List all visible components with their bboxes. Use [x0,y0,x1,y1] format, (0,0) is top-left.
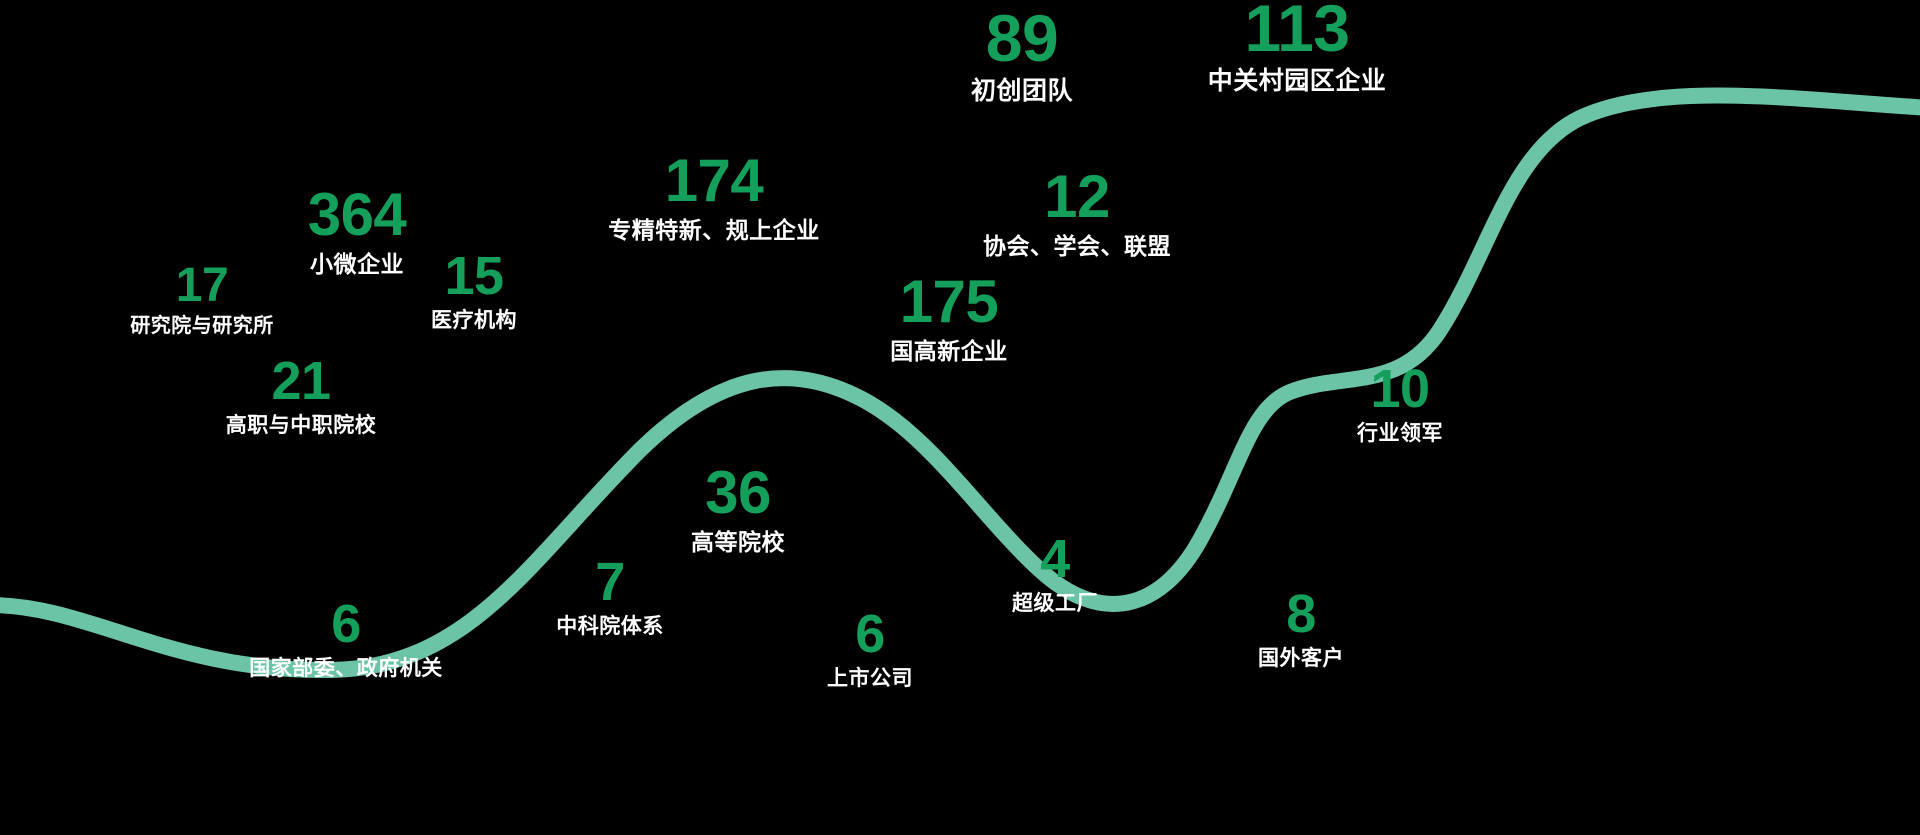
stat-label: 国家部委、政府机关 [249,656,443,680]
stat-callout: 89 初创团队 [970,1,1074,105]
stat-callout: 4 超级工厂 [1012,529,1098,616]
stat-callout: 12 协会、学会、联盟 [983,163,1171,259]
stat-value: 15 [444,246,504,306]
stat-label: 协会、学会、联盟 [983,232,1171,259]
stat-callout: 21 高职与中职院校 [225,351,377,438]
stat-callout: 7 中科院体系 [556,552,664,639]
stat-value: 175 [899,268,999,335]
stat-label: 中科院体系 [556,614,664,638]
stat-callout: 10 行业领军 [1357,359,1443,446]
stat-callout: 113 中关村园区企业 [1208,0,1387,95]
stat-label: 行业领军 [1357,421,1443,445]
stat-callout: 8 国外客户 [1258,584,1344,671]
stat-value: 6 [331,594,361,654]
stat-value: 12 [1044,163,1110,230]
stat-label: 初创团队 [970,76,1074,105]
stat-label: 超级工厂 [1012,591,1098,615]
stat-label: 国外客户 [1258,646,1344,670]
stat-label: 高职与中职院校 [225,413,377,437]
stat-callout: 174 专精特新、规上企业 [608,147,820,243]
stat-callout: 36 高等院校 [691,459,785,555]
stat-value: 89 [985,1,1059,75]
stat-value: 8 [1286,584,1316,644]
stat-label: 国高新企业 [890,337,1008,364]
stat-label: 专精特新、规上企业 [608,216,820,243]
stat-value: 4 [1040,529,1070,589]
stat-callout: 364 小微企业 [307,181,407,277]
stat-callout: 6 国家部委、政府机关 [249,594,443,681]
stat-callout: 15 医疗机构 [431,246,517,333]
stat-value: 17 [175,259,229,312]
stat-callout: 17 研究院与研究所 [130,259,274,338]
stat-label: 高等院校 [691,528,785,555]
stat-value: 10 [1370,359,1430,419]
stat-label: 小微企业 [309,250,404,277]
stat-callout: 6 上市公司 [827,604,913,691]
stat-label: 上市公司 [827,666,913,690]
stat-callout: 175 国高新企业 [890,268,1008,364]
stat-value: 7 [595,552,625,612]
stat-value: 36 [705,459,771,526]
stat-label: 医疗机构 [431,308,517,332]
stat-value: 364 [307,181,407,248]
stat-value: 21 [271,351,331,411]
stat-value: 113 [1244,0,1350,65]
stat-value: 6 [855,604,885,664]
stat-label: 研究院与研究所 [130,315,274,338]
stat-value: 174 [664,147,764,214]
stat-label: 中关村园区企业 [1207,66,1387,95]
